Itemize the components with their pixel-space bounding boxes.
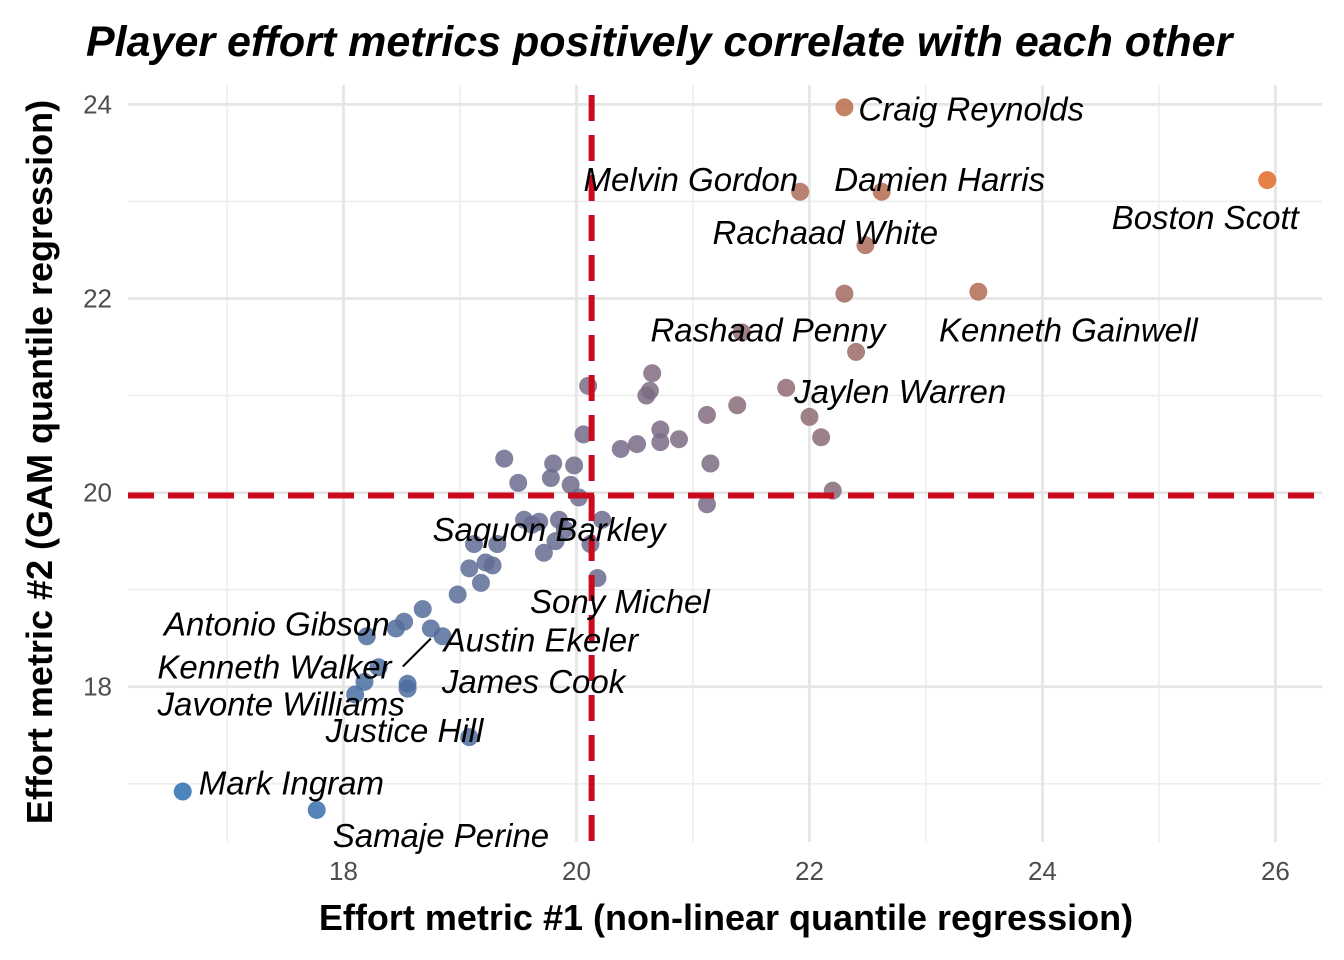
data-point: [574, 425, 593, 444]
x-tick-label: 18: [329, 856, 358, 886]
data-point: [346, 685, 365, 704]
point-label: Boston Scott: [1112, 199, 1301, 236]
chart-title: Player effort metrics positively correla…: [86, 18, 1235, 66]
data-point: [307, 800, 326, 819]
y-axis-ticks: 18 20 22 24: [83, 89, 112, 701]
data-point: [800, 407, 819, 426]
point-label: Kenneth Gainwell: [939, 312, 1199, 349]
data-point: [697, 405, 716, 424]
data-point: [872, 182, 891, 201]
data-point: [835, 284, 854, 303]
data-point: [369, 658, 388, 677]
label-leader-line: [402, 637, 432, 668]
y-tick-label: 24: [83, 89, 112, 119]
data-point: [395, 612, 414, 631]
point-label: Justice Hill: [325, 712, 485, 749]
data-point: [460, 559, 479, 578]
data-point: [483, 556, 502, 575]
data-point: [856, 236, 875, 255]
data-point: [398, 679, 417, 698]
data-point: [701, 454, 720, 473]
point-label: James Cook: [441, 663, 627, 700]
data-point: [643, 364, 662, 383]
data-point: [640, 381, 659, 400]
point-label: Samaje Perine: [333, 817, 549, 854]
data-point: [969, 282, 988, 301]
x-tick-label: 26: [1261, 856, 1290, 886]
data-point: [464, 535, 483, 554]
data-point: [448, 585, 467, 604]
data-point: [732, 323, 751, 342]
x-axis-title: Effort metric #1 (non-linear quantile re…: [319, 897, 1133, 938]
point-label: Craig Reynolds: [858, 90, 1084, 127]
y-tick-label: 22: [83, 284, 112, 314]
data-point: [791, 182, 810, 201]
data-points: [173, 98, 1277, 819]
data-point: [357, 627, 376, 646]
y-axis-title: Effort metric #2 (GAM quantile regressio…: [19, 100, 60, 824]
data-point: [847, 342, 866, 361]
data-point: [777, 378, 796, 397]
data-point: [812, 428, 831, 447]
data-point: [565, 456, 584, 475]
data-point: [697, 495, 716, 514]
x-tick-label: 24: [1028, 856, 1057, 886]
data-point: [651, 433, 670, 452]
point-label: Saquon Barkley: [433, 511, 668, 548]
data-point: [628, 435, 647, 454]
major-grid: [128, 85, 1322, 842]
data-point: [544, 454, 563, 473]
point-label: Rachaad White: [713, 214, 939, 251]
data-point: [1258, 171, 1277, 190]
y-tick-label: 18: [83, 672, 112, 702]
data-point: [593, 510, 612, 529]
data-point: [471, 573, 490, 592]
data-point: [555, 520, 574, 539]
data-point: [355, 672, 374, 691]
x-tick-label: 22: [795, 856, 824, 886]
data-point: [669, 430, 688, 449]
minor-grid: [128, 85, 1322, 842]
point-labels: Mark Ingram Samaje Perine Javonte Williams…: [157, 90, 1301, 854]
point-label: Austin Ekeler: [442, 621, 640, 658]
reference-lines: [128, 95, 1322, 842]
data-point: [530, 512, 549, 531]
point-label: Sony Michel: [530, 583, 711, 620]
point-label: Rashaad Penny: [650, 311, 887, 348]
point-label: Antonio Gibson: [162, 605, 390, 642]
data-point: [460, 728, 479, 747]
data-point: [488, 535, 507, 554]
point-label: Jaylen Warren: [793, 373, 1006, 410]
data-point: [495, 449, 514, 468]
data-point: [541, 469, 560, 488]
label-leaders: [402, 637, 432, 668]
point-label: Javonte Williams: [157, 685, 405, 722]
point-label: Kenneth Walker: [157, 648, 393, 685]
data-point: [651, 420, 670, 439]
x-tick-label: 20: [562, 856, 591, 886]
data-point: [433, 627, 452, 646]
point-label: Mark Ingram: [199, 765, 384, 802]
data-point: [728, 396, 747, 415]
x-axis-ticks: 18 20 22 24 26: [329, 856, 1290, 886]
data-point: [611, 439, 630, 458]
y-tick-label: 20: [83, 478, 112, 508]
data-point: [534, 543, 553, 562]
data-point: [835, 98, 854, 117]
data-point: [173, 782, 192, 801]
point-label: Melvin Gordon: [584, 161, 799, 198]
data-point: [509, 473, 528, 492]
data-point: [413, 600, 432, 619]
point-label: Damien Harris: [834, 161, 1045, 198]
